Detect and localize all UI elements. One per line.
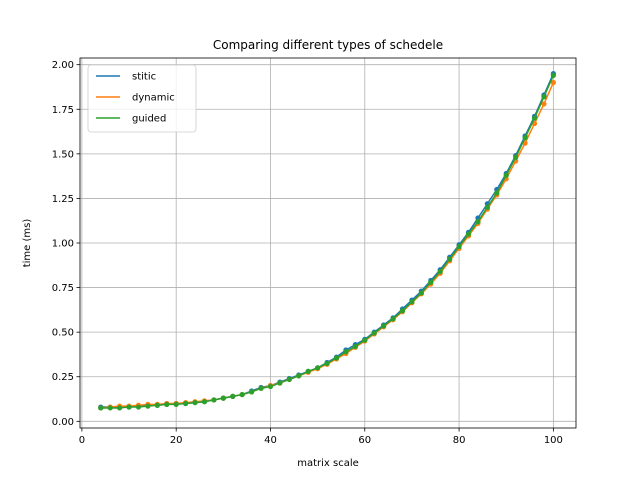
x-tick-label: 60 [358,435,371,446]
legend-label-dynamic: dynamic [132,93,175,104]
x-tick-label: 20 [170,435,183,446]
data-point-guided [173,401,179,407]
data-point-guided [258,385,264,391]
data-point-guided [399,308,406,314]
data-point-guided [296,373,302,379]
x-tick-label: 100 [544,435,563,446]
x-tick-label: 40 [264,435,277,446]
data-point-guided [239,391,245,398]
data-point-guided [513,154,519,161]
data-point-guided [305,368,311,374]
y-tick-label: 0.00 [52,417,74,428]
data-point-guided [428,279,434,285]
y-axis-label: time (ms) [22,219,33,268]
data-point-guided [126,404,132,410]
data-point-guided [220,395,226,401]
legend: stitic dynamic guided [87,64,197,133]
data-point-dynamic [541,101,547,107]
data-point-guided [409,299,415,305]
chart-title: Comparing different types of schedele [213,38,443,52]
data-point-guided [484,204,490,210]
x-axis-label: matrix scale [297,458,359,469]
data-point-guided [315,365,321,371]
data-point-guided [145,403,151,409]
data-point-guided [277,380,283,386]
data-point-guided [541,94,547,100]
data-point-guided [371,330,377,336]
series-guided [98,72,556,411]
data-point-guided [362,337,368,343]
y-tick-label: 1.75 [52,105,74,116]
x-tick-label: 80 [453,435,466,446]
data-point-guided [135,404,142,410]
data-point-guided [211,397,217,403]
data-point-dynamic [550,79,556,86]
y-tick-label: 0.50 [52,328,74,339]
data-point-guided [267,383,274,390]
data-point-guided [154,402,160,408]
data-point-guided [465,231,472,237]
data-point-guided [381,323,387,329]
legend-box [87,64,197,133]
y-tick-label: 1.00 [52,239,74,250]
y-tick-label: 0.75 [52,283,74,294]
axis-ticks: 0 20 40 60 80 100 0.00 0.25 0.50 0.75 1.00 1.25 1.50… [52,60,563,446]
data-point-guided [418,290,424,296]
data-point-guided [164,401,170,407]
data-point-guided [286,376,292,383]
data-point-guided [494,190,500,196]
data-point-guided [249,389,255,395]
data-point-guided [201,399,208,405]
legend-label-guided: guided [132,114,166,125]
data-point-guided [98,405,104,411]
data-point-guided [447,256,453,262]
data-point-guided [531,115,538,121]
y-tick-label: 2.00 [52,60,74,71]
data-point-guided [352,343,358,350]
y-tick-label: 1.25 [52,194,74,205]
legend-label-stitic: stitic [132,72,156,83]
y-tick-label: 0.25 [52,372,74,383]
data-point-guided [343,349,349,355]
series-group [98,71,556,411]
data-point-guided [550,72,556,78]
data-point-guided [437,268,443,275]
data-point-guided [117,405,123,411]
data-point-guided [324,360,330,366]
data-point-guided [192,399,198,406]
x-tick-label: 0 [79,435,85,446]
y-tick-label: 1.50 [52,149,74,160]
data-point-guided [503,172,509,178]
data-point-guided [230,393,236,399]
data-point-guided [183,400,189,407]
data-point-guided [456,243,462,250]
data-point-guided [333,355,340,361]
data-point-guided [390,316,396,322]
data-point-guided [107,405,113,411]
data-point-guided [522,135,528,141]
data-point-guided [475,219,481,225]
